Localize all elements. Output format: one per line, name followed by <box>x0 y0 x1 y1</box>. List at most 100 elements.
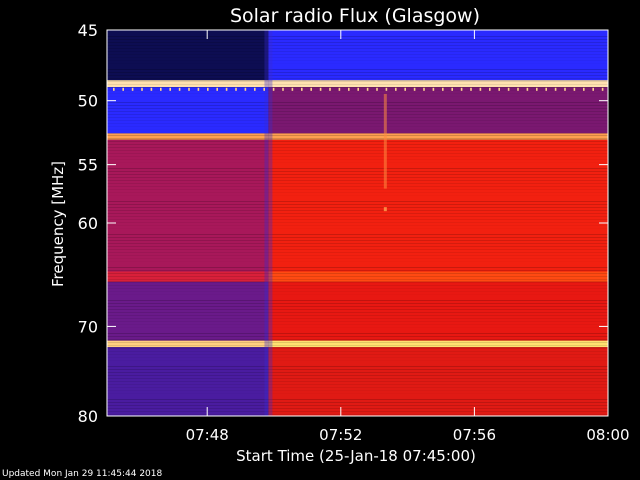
interference-dot <box>564 87 566 91</box>
striation <box>107 51 608 52</box>
striation <box>107 237 608 238</box>
striation <box>107 42 608 43</box>
striation <box>107 45 608 46</box>
striation <box>107 342 608 343</box>
interference-dot <box>442 87 444 91</box>
striation <box>107 282 608 283</box>
interference-dot <box>169 87 171 91</box>
y-axis-label: Frequency [MHz] <box>49 161 67 287</box>
striation <box>107 93 608 94</box>
striation <box>107 261 608 262</box>
striation <box>107 348 608 349</box>
striation <box>107 267 608 268</box>
striation <box>107 147 608 148</box>
striation <box>107 411 608 412</box>
striation <box>107 321 608 322</box>
striation <box>107 384 608 385</box>
striation <box>107 177 608 178</box>
striation <box>107 135 608 136</box>
striation <box>107 183 608 184</box>
striation <box>107 102 608 103</box>
striation <box>107 72 608 73</box>
band-before-0 <box>107 30 269 81</box>
striation <box>107 87 608 88</box>
interference-dot <box>357 87 359 91</box>
striation <box>107 414 608 415</box>
chart-title: Solar radio Flux (Glasgow) <box>230 5 480 27</box>
band-after-1 <box>268 80 608 88</box>
striation <box>107 210 608 211</box>
interference-dot <box>244 87 247 91</box>
band-after-6 <box>268 281 608 341</box>
striation <box>107 399 608 400</box>
striation <box>107 327 608 328</box>
interference-dot <box>536 87 538 91</box>
striation <box>107 246 608 247</box>
striation <box>107 108 608 109</box>
striation <box>107 213 608 214</box>
striation <box>107 201 608 202</box>
striation <box>107 138 608 139</box>
band-after-4 <box>268 139 608 272</box>
band-before-6 <box>107 281 269 341</box>
interference-dot <box>225 87 228 91</box>
band-after-8 <box>268 347 608 416</box>
striation <box>107 219 608 220</box>
striation <box>107 303 608 304</box>
interference-dot <box>479 87 482 91</box>
striation <box>107 405 608 406</box>
striation <box>107 390 608 391</box>
striation <box>107 354 608 355</box>
band-after-3 <box>268 133 608 140</box>
interference-dot <box>235 87 237 91</box>
striation <box>107 288 608 289</box>
interference-dot <box>498 87 500 91</box>
striation <box>107 306 608 307</box>
interference-dot <box>188 87 190 91</box>
step-edge <box>264 30 273 416</box>
interference-dot <box>216 87 218 91</box>
interference-dot <box>395 87 397 91</box>
striation <box>107 57 608 58</box>
x-tick-label: 07:52 <box>319 426 362 444</box>
striation <box>107 315 608 316</box>
striation <box>107 216 608 217</box>
interference-dot <box>291 87 294 91</box>
striation <box>107 294 608 295</box>
striation <box>107 192 608 193</box>
striation <box>107 333 608 334</box>
interference-dot <box>141 87 143 91</box>
striation <box>107 180 608 181</box>
striation <box>107 381 608 382</box>
striation <box>107 324 608 325</box>
x-tick-label: 07:48 <box>186 426 229 444</box>
striation <box>107 105 608 106</box>
striation <box>107 240 608 241</box>
striation <box>107 393 608 394</box>
band-after-5 <box>268 271 608 282</box>
interference-dot <box>122 87 124 91</box>
striation <box>107 408 608 409</box>
striation <box>107 84 608 85</box>
striation <box>107 150 608 151</box>
striation <box>107 129 608 130</box>
interference-dot <box>254 87 256 91</box>
striation <box>107 339 608 340</box>
interference-dot <box>282 87 284 91</box>
interference-dot <box>301 87 303 91</box>
striation <box>107 195 608 196</box>
striation <box>107 117 608 118</box>
interference-dot <box>423 87 425 91</box>
interference-dot <box>517 87 519 91</box>
striation <box>107 270 608 271</box>
striation <box>107 114 608 115</box>
interference-dot <box>583 87 585 91</box>
striation <box>107 60 608 61</box>
striation <box>107 207 608 208</box>
striation <box>107 252 608 253</box>
striation <box>107 318 608 319</box>
striation <box>107 186 608 187</box>
striation <box>107 78 608 79</box>
striation <box>107 228 608 229</box>
